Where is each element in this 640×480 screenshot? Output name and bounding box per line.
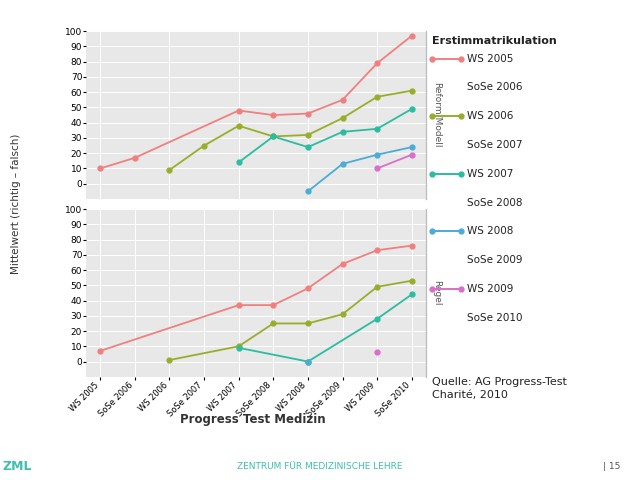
- Text: RUB: RUB: [577, 17, 616, 36]
- Text: SoSe 2007: SoSe 2007: [467, 140, 523, 150]
- Text: WS 2007: WS 2007: [467, 169, 513, 179]
- Text: Progress Test Medizin: Progress Test Medizin: [180, 413, 326, 427]
- Text: WS 2009: WS 2009: [467, 284, 513, 294]
- Y-axis label: Reform/Modell: Reform/Modell: [433, 83, 442, 148]
- Text: WS 2005: WS 2005: [467, 54, 513, 63]
- Text: ZENTRUM FÜR MEDIZINISCHE LEHRE: ZENTRUM FÜR MEDIZINISCHE LEHRE: [237, 462, 403, 471]
- Text: SoSe 2008: SoSe 2008: [467, 198, 523, 207]
- Text: | 15: | 15: [604, 462, 621, 471]
- Y-axis label: Regel: Regel: [433, 280, 442, 306]
- Text: Mittelwert (richtig – falsch): Mittelwert (richtig – falsch): [11, 134, 21, 274]
- Text: SoSe 2009: SoSe 2009: [467, 255, 523, 265]
- Text: SoSe 2010: SoSe 2010: [467, 313, 523, 323]
- Text: Quelle: AG Progress-Test
Charité, 2010: Quelle: AG Progress-Test Charité, 2010: [432, 377, 567, 400]
- Text: WS 2006: WS 2006: [467, 111, 513, 121]
- Text: Erstimmatrikulation: Erstimmatrikulation: [432, 36, 557, 46]
- Text: SoSe 2006: SoSe 2006: [467, 83, 523, 92]
- Text: ZML: ZML: [3, 460, 32, 473]
- Text: WS 2008: WS 2008: [467, 227, 513, 236]
